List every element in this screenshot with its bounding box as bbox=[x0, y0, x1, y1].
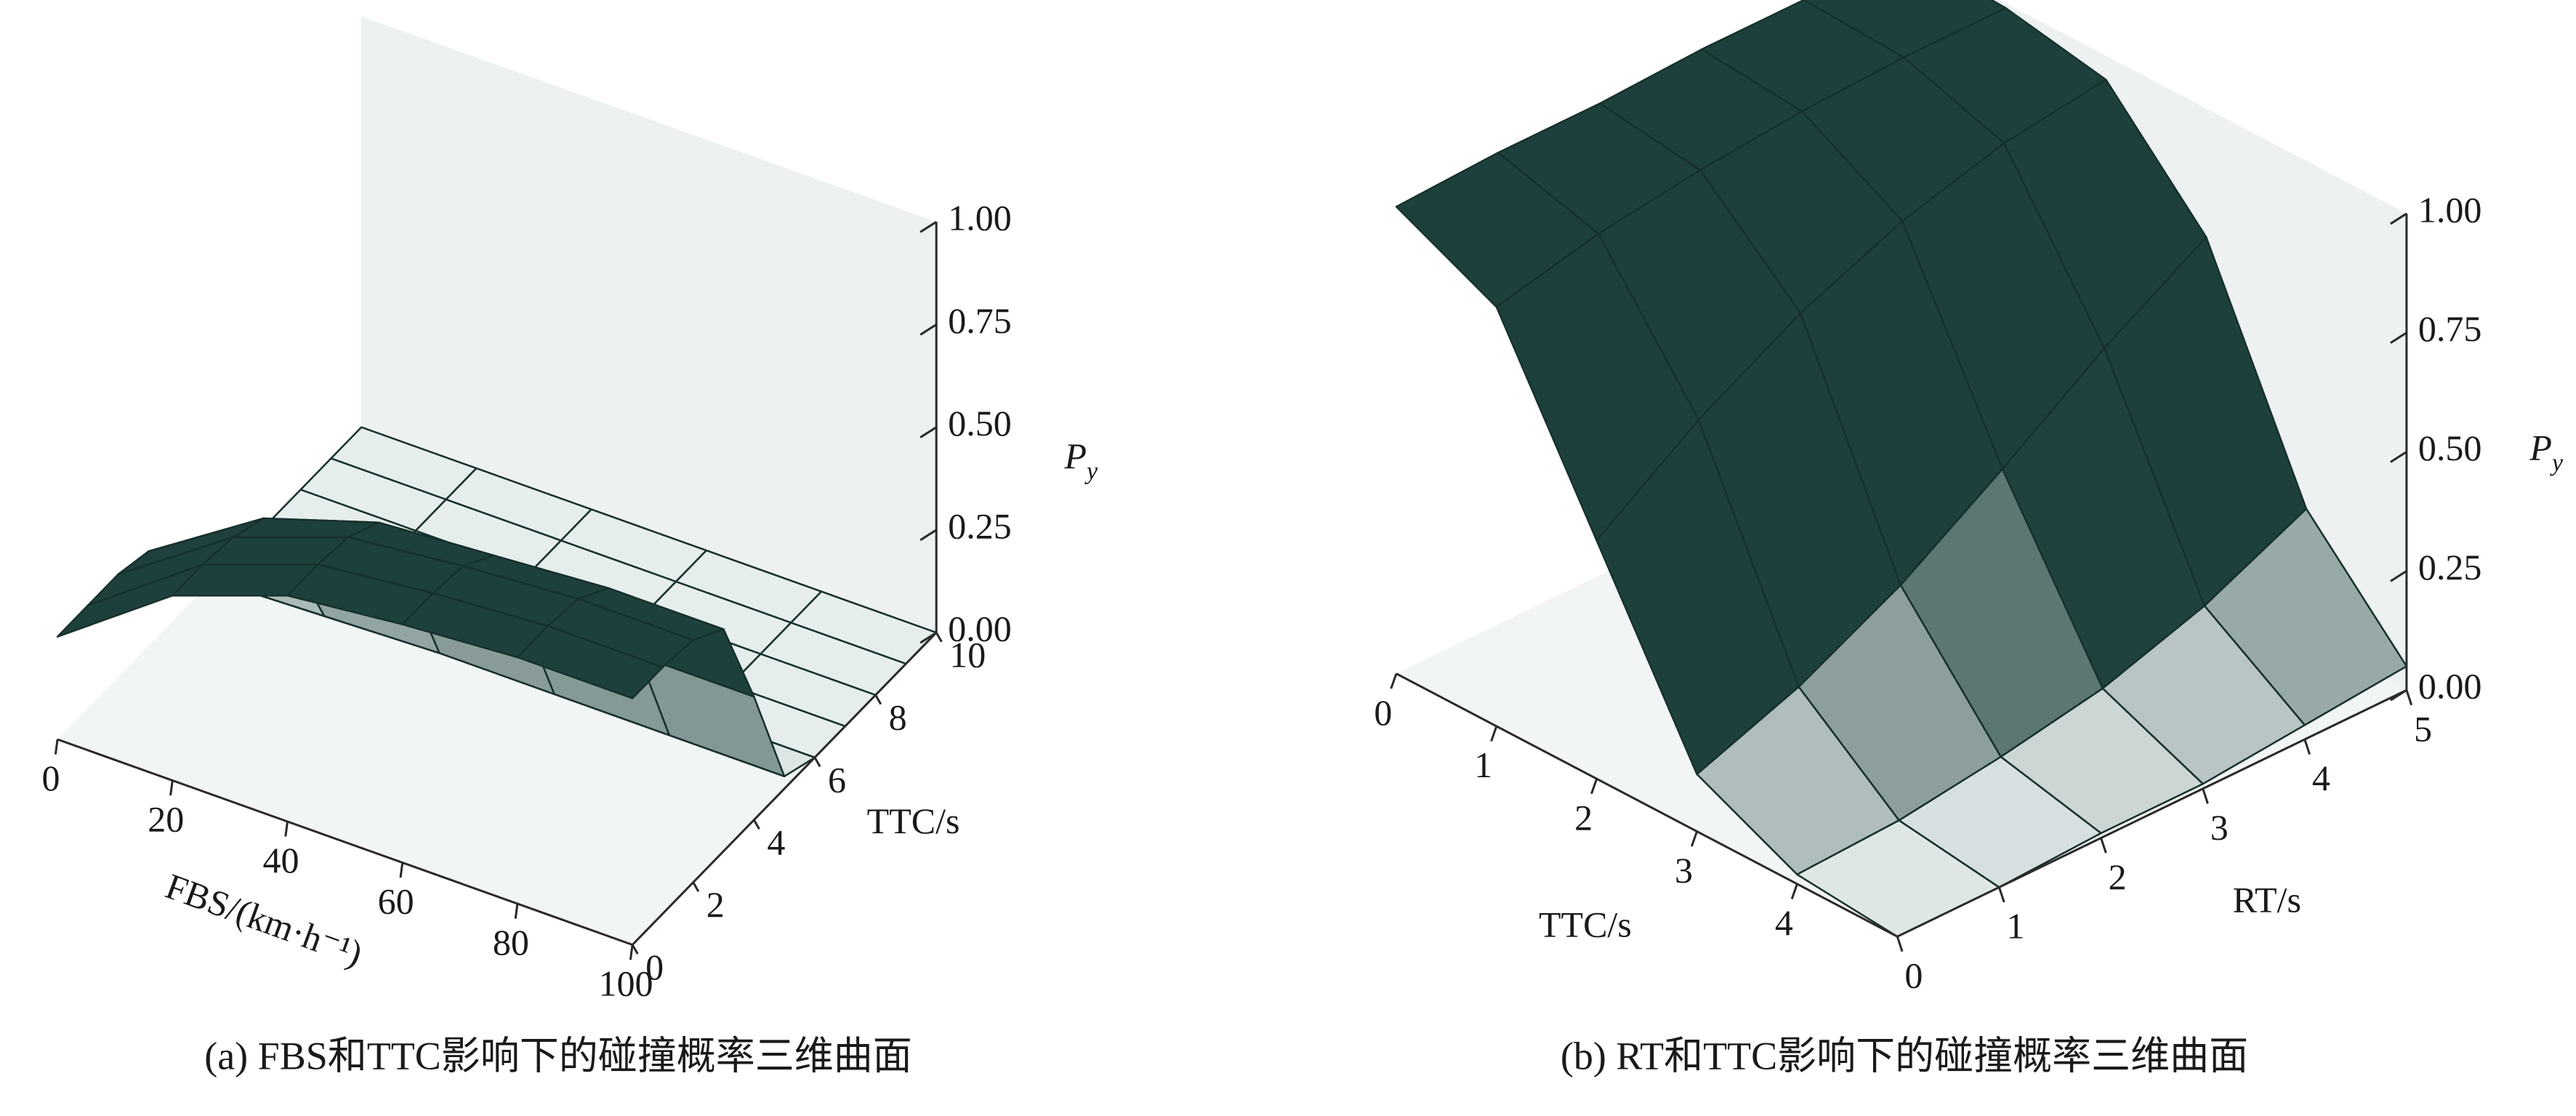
x-tick-label: 2 bbox=[2109, 856, 2127, 897]
y-axis bbox=[632, 632, 938, 946]
y-tick-label: 4 bbox=[767, 822, 785, 862]
y-tick bbox=[813, 757, 821, 768]
x-tick bbox=[399, 862, 404, 878]
y-tick-label: 10 bbox=[949, 635, 986, 675]
y-tick-label: 2 bbox=[707, 884, 725, 925]
z-axis-label-main: P bbox=[2529, 427, 2552, 468]
z-tick-label: 0.75 bbox=[2418, 308, 2482, 349]
z-tick-label: 0.50 bbox=[2418, 427, 2482, 468]
x-axis-label: RT/s bbox=[2233, 879, 2301, 920]
z-tick bbox=[919, 324, 938, 336]
y-tick-label: 1 bbox=[1474, 744, 1492, 785]
x-tick bbox=[2202, 788, 2209, 804]
z-tick-label: 0.25 bbox=[948, 505, 1012, 546]
y-tick bbox=[935, 632, 943, 643]
x-tick bbox=[2303, 739, 2311, 755]
x-tick-label: 1 bbox=[2007, 906, 2025, 947]
y-tick-label: 6 bbox=[828, 759, 846, 800]
y-axis-label: TTC/s bbox=[867, 800, 960, 841]
y-tick-label: 4 bbox=[1775, 902, 1793, 943]
z-tick-label: 1.00 bbox=[2418, 189, 2482, 230]
y-tick bbox=[1390, 673, 1398, 689]
y-tick bbox=[1690, 831, 1698, 847]
x-tick-label: 80 bbox=[493, 922, 529, 963]
z-axis-label-sub: y bbox=[1084, 458, 1098, 485]
y-tick-label: 0 bbox=[1374, 692, 1392, 733]
x-tick-label: 0 bbox=[1904, 955, 1923, 995]
x-tick bbox=[284, 821, 289, 837]
z-tick bbox=[2390, 570, 2407, 582]
y-tick bbox=[1490, 726, 1498, 742]
y-tick bbox=[1590, 778, 1598, 795]
z-tick bbox=[2390, 451, 2407, 463]
y-tick bbox=[631, 944, 639, 955]
caption: (b) RT和TTC影响下的碰撞概率三维曲面 bbox=[1561, 1034, 2248, 1077]
y-tick-label: 2 bbox=[1574, 797, 1593, 838]
y-tick bbox=[753, 819, 760, 830]
z-tick-label: 0.00 bbox=[948, 609, 1012, 649]
z-tick bbox=[2390, 332, 2407, 344]
z-tick-label: 0.25 bbox=[2418, 547, 2482, 587]
x-tick-label: 20 bbox=[148, 799, 184, 840]
x-tick bbox=[2100, 838, 2107, 854]
y-axis bbox=[1396, 673, 1898, 938]
z-axis-label-main: P bbox=[1063, 435, 1087, 476]
y-tick bbox=[1790, 883, 1798, 899]
x-tick bbox=[1997, 886, 2005, 903]
surface-cell bbox=[516, 625, 664, 699]
y-tick-label: 3 bbox=[1675, 850, 1693, 891]
x-tick-label: 60 bbox=[378, 881, 414, 922]
x-tick bbox=[1896, 936, 1904, 952]
z-tick bbox=[2390, 212, 2407, 225]
x-axis-label: FBS/(km·h⁻¹) bbox=[161, 865, 368, 974]
x-tick bbox=[169, 780, 174, 796]
z-tick-label: 0.00 bbox=[2418, 666, 2482, 707]
x-tick-label: 0 bbox=[42, 758, 60, 798]
x-axis bbox=[1896, 689, 2407, 938]
x-tick-label: 100 bbox=[599, 963, 653, 1004]
x-tick bbox=[54, 739, 59, 755]
z-tick bbox=[2390, 689, 2407, 702]
z-tick bbox=[919, 529, 938, 542]
x-tick bbox=[629, 944, 634, 960]
x-tick-label: 40 bbox=[262, 840, 299, 880]
y-tick-label: 8 bbox=[889, 697, 907, 738]
x-axis bbox=[57, 738, 633, 946]
x-tick-label: 5 bbox=[2414, 708, 2432, 749]
z-tick-label: 1.00 bbox=[948, 198, 1012, 238]
x-tick bbox=[2405, 689, 2413, 706]
z-tick bbox=[919, 426, 938, 438]
x-tick-label: 3 bbox=[2210, 807, 2229, 848]
caption: (a) FBS和TTC影响下的碰撞概率三维曲面 bbox=[204, 1034, 912, 1077]
z-axis-label: Py bbox=[2529, 427, 2564, 476]
z-tick-label: 0.50 bbox=[948, 403, 1012, 443]
x-tick bbox=[514, 903, 519, 919]
z-axis-label-sub: y bbox=[2550, 449, 2564, 476]
y-tick-label: 0 bbox=[645, 947, 664, 987]
y-axis-label: TTC/s bbox=[1539, 904, 1632, 944]
y-tick bbox=[874, 694, 882, 705]
x-tick-label: 4 bbox=[2312, 758, 2330, 798]
z-axis-label: Py bbox=[1063, 435, 1098, 484]
z-tick bbox=[919, 631, 938, 644]
y-tick bbox=[692, 881, 700, 893]
z-tick-label: 0.75 bbox=[948, 300, 1012, 341]
z-tick bbox=[919, 220, 938, 233]
